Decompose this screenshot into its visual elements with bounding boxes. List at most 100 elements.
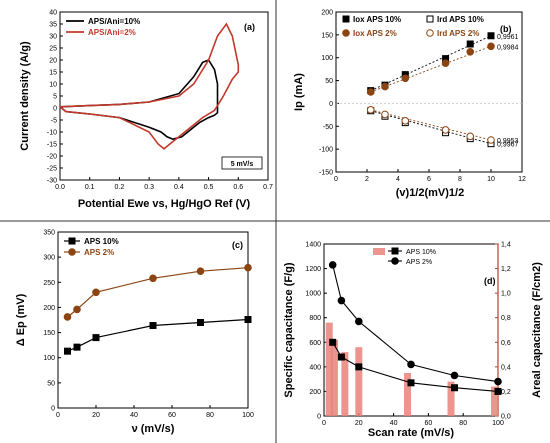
y-tick-label: 0	[329, 101, 333, 108]
data-point	[466, 47, 475, 56]
legend-marker	[391, 247, 399, 255]
data-point	[197, 319, 204, 327]
x-axis-label: Scan rate (mV/s)	[368, 427, 455, 439]
legend-label: Iox APS 2%	[353, 29, 397, 38]
y-tick-label: -15	[47, 142, 57, 149]
x-tick-label: 0.3	[144, 184, 154, 191]
y-tick-label: 35	[49, 22, 57, 29]
cv-curve-apsani10	[59, 59, 219, 141]
y-axis-label: Specific capacitance (F/g)	[283, 262, 295, 397]
x-tick-label: 0.6	[233, 184, 243, 191]
data-point	[407, 379, 415, 387]
x-tick-label: 0	[322, 420, 326, 427]
r-squared-label: 0,9967	[497, 142, 519, 149]
data-point	[487, 32, 495, 40]
legend-marker	[68, 237, 76, 245]
y-tick-label: -20	[47, 154, 57, 161]
right-tick-label: 0,2	[501, 389, 511, 396]
data-point	[494, 387, 502, 395]
legend-marker	[426, 15, 434, 23]
y-tick-label: 10	[49, 82, 57, 89]
data-point	[494, 377, 502, 386]
y-tick-label: 50	[325, 78, 333, 85]
y-axis-label: Current density (A/g)	[19, 41, 31, 151]
x-tick-label: 100	[242, 412, 254, 419]
plot-frame	[59, 11, 269, 181]
y-tick-label: 400	[309, 364, 321, 371]
x-tick-label: 2	[365, 176, 369, 183]
legend-label: Iox APS 10%	[353, 15, 401, 24]
right-tick-label: 1,4	[501, 242, 511, 249]
y-tick-label: 30	[49, 34, 57, 41]
x-tick-label: 0	[56, 412, 60, 419]
fit-line	[370, 109, 492, 141]
x-axis-label: (v)1/2(mV)1/2	[396, 187, 464, 199]
areal-capacitance-bar	[330, 339, 338, 416]
y-tick-label: -30	[47, 178, 57, 185]
areal-capacitance-bar	[341, 352, 349, 416]
right-tick-label: 1,2	[501, 266, 511, 273]
legend-marker	[68, 248, 76, 256]
x-tick-label: 80	[206, 412, 214, 419]
x-tick-label: 0.2	[115, 184, 125, 191]
x-axis-label: ν (mV/s)	[132, 423, 175, 435]
r-squared-label: 0,9984	[497, 44, 519, 51]
data-point	[451, 384, 458, 392]
x-tick-label: 0.0	[55, 184, 65, 191]
x-tick-label: 8	[458, 176, 462, 183]
x-axis-label: Potential Ewe vs, Hg/HgO Ref (V)	[78, 198, 251, 210]
right-tick-label: 0,8	[501, 315, 511, 322]
x-tick-label: 12	[518, 176, 526, 183]
y-tick-label: 300	[43, 255, 55, 262]
data-point	[92, 334, 100, 342]
legend-label: APS 2%	[84, 248, 114, 257]
data-point	[92, 288, 100, 297]
data-point	[149, 274, 157, 283]
legend-label: APS/Ani=10%	[88, 17, 140, 26]
panel-label: (b)	[500, 24, 512, 34]
data-point	[337, 296, 346, 305]
legend-marker	[426, 29, 434, 37]
panel-b-peak-current: 0 2 4 6 8 10 12 -150 -100 -50 0 50 100 150 200 0,9961 0,…	[293, 10, 526, 200]
y-tick-label: 0	[53, 106, 57, 113]
y-tick-label: 150	[321, 32, 333, 39]
areal-capacitance-bar	[491, 386, 499, 416]
r-squared-label: 0,9953	[497, 138, 519, 145]
areal-capacitance-bar	[404, 373, 412, 416]
y-tick-label: -50	[323, 124, 333, 131]
legend-label: APS 2%	[406, 259, 432, 266]
data-point	[401, 117, 410, 125]
r-squared-label: 0,9961	[497, 34, 519, 41]
y-tick-label: -150	[319, 170, 333, 177]
data-point	[329, 338, 337, 346]
scan-rate-box	[221, 156, 263, 170]
y-tick-label: -10	[47, 130, 57, 137]
data-point	[73, 343, 81, 351]
y-tick-label: 100	[43, 355, 55, 362]
legend-marker	[342, 29, 350, 37]
areal-capacitance-bar	[325, 322, 333, 416]
x-tick-label: 80	[459, 420, 467, 427]
data-point	[401, 74, 410, 83]
y-tick-label: -100	[319, 147, 333, 154]
x-tick-label: 40	[130, 412, 138, 419]
scan-rate-label: 5 mV/s	[231, 161, 254, 168]
y-tick-label: 200	[321, 10, 333, 17]
x-tick-label: 6	[427, 176, 431, 183]
x-tick-label: 20	[92, 412, 100, 419]
right-tick-label: 0,6	[501, 340, 511, 347]
x-tick-label: 60	[425, 420, 433, 427]
y-tick-label: -25	[47, 166, 57, 173]
legend-label: APS 10%	[406, 249, 436, 256]
plot-frame	[57, 231, 249, 409]
data-point	[73, 305, 81, 314]
y-tick-label: 150	[43, 330, 55, 337]
y-axis-label: Ip (mA)	[293, 73, 305, 111]
y-tick-label: 1400	[305, 242, 321, 249]
panel-a-cyclic-voltammetry: 0.0 0.1 0.2 0.3 0.4 0.5 0.6 0.7 -30 -25 -20 -15 -10 -…	[19, 10, 273, 211]
y-tick-label: 40	[49, 10, 57, 17]
x-tick-label: 10	[487, 176, 495, 183]
data-point	[328, 261, 337, 269]
y-tick-label: 250	[43, 280, 55, 287]
cv-curve-apsani2	[59, 22, 240, 150]
